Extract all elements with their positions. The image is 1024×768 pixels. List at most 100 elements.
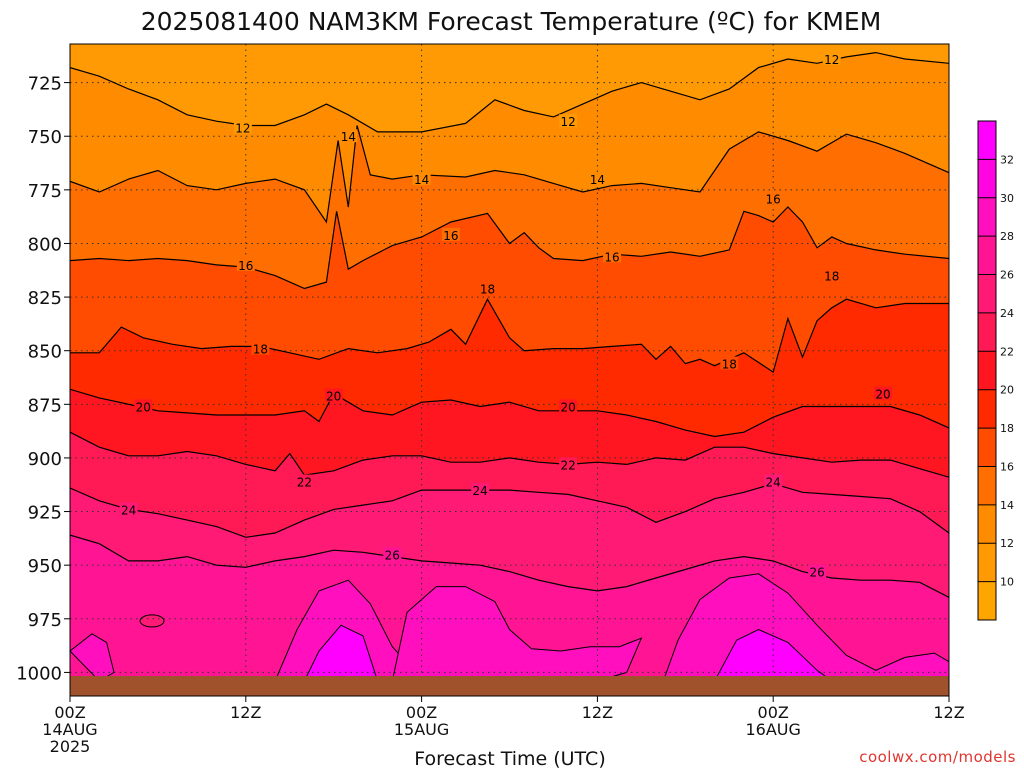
y-tick-label: 750 — [28, 127, 62, 148]
contour-label: 16 — [441, 227, 460, 243]
plot-area — [70, 44, 949, 696]
y-tick-label: 775 — [28, 181, 62, 202]
contour-label: 18 — [720, 356, 739, 372]
svg-text:24: 24 — [121, 503, 136, 517]
ground-surface — [70, 676, 949, 696]
x-tick-label-line2: 14AUG — [42, 720, 97, 739]
contour-label: 26 — [808, 564, 827, 580]
colorbar: 32 30 28 26 24 22 20 18 16 14 12 10 — [977, 120, 1014, 621]
isotherm-20 — [70, 388, 949, 438]
colorbar-swatch — [978, 581, 996, 620]
contour-label: 20 — [134, 399, 153, 414]
svg-text:18: 18 — [480, 283, 495, 297]
y-tick: 900 — [28, 449, 70, 470]
y-tick: 775 — [28, 181, 70, 202]
svg-text:16: 16 — [238, 259, 253, 273]
svg-text:18: 18 — [253, 343, 268, 357]
isotherm-12 — [70, 51, 949, 133]
svg-text:14: 14 — [414, 173, 429, 187]
contour-label: 20 — [324, 388, 343, 404]
y-tick: 875 — [28, 395, 70, 416]
contour-label: 16 — [603, 249, 622, 264]
svg-text:20: 20 — [560, 400, 575, 414]
x-tick-label-line2: 15AUG — [394, 720, 449, 739]
y-tick-label: 1000 — [16, 663, 62, 684]
chart-title: 2025081400 NAM3KM Forecast Temperature (… — [141, 7, 882, 36]
colorbar-tick-label: 32 — [1000, 153, 1014, 166]
colorbar-tick-label: 12 — [1000, 537, 1014, 550]
x-tick-label-line1: 00Z — [406, 703, 437, 722]
contour-labels: 12 12 12 14 14 14 16 16 16 16 18 18 18 18 20 20 20 20 22 22… — [119, 52, 893, 580]
svg-text:20: 20 — [875, 388, 890, 402]
svg-text:22: 22 — [560, 458, 575, 472]
svg-text:14: 14 — [341, 130, 356, 144]
colorbar-tick-label: 28 — [1000, 230, 1014, 243]
x-tick: 12Z — [230, 696, 261, 722]
x-tick-label-line1: 00Z — [54, 703, 85, 722]
contour-label: 18 — [251, 341, 270, 357]
plot-frame — [69, 43, 950, 697]
y-tick-label: 825 — [28, 288, 62, 309]
isotherm-22 — [70, 431, 949, 478]
svg-text:12: 12 — [235, 122, 250, 136]
contour-label: 24 — [764, 474, 783, 490]
x-axis-title: Forecast Time (UTC) — [414, 748, 605, 768]
svg-text:16: 16 — [604, 250, 619, 264]
contour-label: 22 — [559, 457, 578, 472]
y-tick: 825 — [28, 288, 70, 309]
colorbar-tick-label: 26 — [1000, 269, 1014, 282]
y-tick-label: 800 — [28, 234, 62, 255]
x-tick-label-line1: 12Z — [933, 703, 964, 722]
svg-text:12: 12 — [824, 53, 839, 67]
isotherm-18 — [70, 297, 949, 374]
x-tick-label-line1: 12Z — [230, 703, 261, 722]
svg-text:22: 22 — [297, 476, 312, 490]
credit-text: coolwx.com/models — [859, 748, 1016, 766]
y-tick: 850 — [28, 342, 70, 363]
svg-text:20: 20 — [136, 400, 151, 414]
colorbar-swatch — [978, 466, 996, 505]
colorbar-swatch — [978, 197, 996, 237]
colorbar-frame — [977, 120, 997, 621]
x-tick: 12Z — [582, 696, 613, 722]
colorbar-tick-label: 14 — [1000, 499, 1014, 512]
isotherm-24 — [70, 483, 949, 538]
contour-label: 16 — [236, 257, 255, 273]
y-tick-label: 975 — [28, 610, 62, 631]
contour-label: 20 — [559, 399, 578, 414]
y-tick-label: 875 — [28, 395, 62, 416]
colorbar-swatch — [978, 351, 996, 390]
y-tick: 1000 — [16, 663, 70, 684]
y-tick-label: 725 — [28, 74, 62, 95]
y-tick: 925 — [28, 503, 70, 524]
colorbar-swatch — [978, 236, 996, 275]
colorbar-tick-label: 30 — [1000, 192, 1014, 205]
contour-label: 24 — [471, 483, 490, 498]
svg-text:14: 14 — [590, 173, 605, 187]
colorbar-tick-label: 16 — [1000, 460, 1014, 473]
svg-text:18: 18 — [824, 270, 839, 284]
contour-label: 24 — [119, 502, 138, 517]
contour-label: 16 — [764, 191, 783, 206]
contour-label: 12 — [559, 114, 578, 129]
y-tick: 750 — [28, 127, 70, 148]
x-tick-label-line3: 2025 — [50, 737, 91, 756]
ground-fill — [70, 676, 949, 696]
colorbar-tick-label: 18 — [1000, 422, 1014, 435]
x-tick-label-line1: 00Z — [758, 703, 789, 722]
contour-label: 26 — [383, 547, 402, 562]
colorbar-tick-label: 24 — [1000, 307, 1014, 320]
colorbar-swatch — [978, 274, 996, 313]
x-tick-label-line2: 16AUG — [745, 720, 800, 739]
svg-text:18: 18 — [722, 358, 737, 372]
contour-label: 12 — [822, 52, 841, 67]
colorbar-tick-label: 10 — [1000, 576, 1014, 589]
svg-text:20: 20 — [326, 390, 341, 404]
colorbar-tick-label: 20 — [1000, 384, 1014, 397]
y-tick-label: 850 — [28, 342, 62, 363]
y-axis: 725 750 775 800 825 850 875 900 925 950 975 1000 — [16, 74, 70, 684]
contour-label: 14 — [412, 172, 431, 187]
